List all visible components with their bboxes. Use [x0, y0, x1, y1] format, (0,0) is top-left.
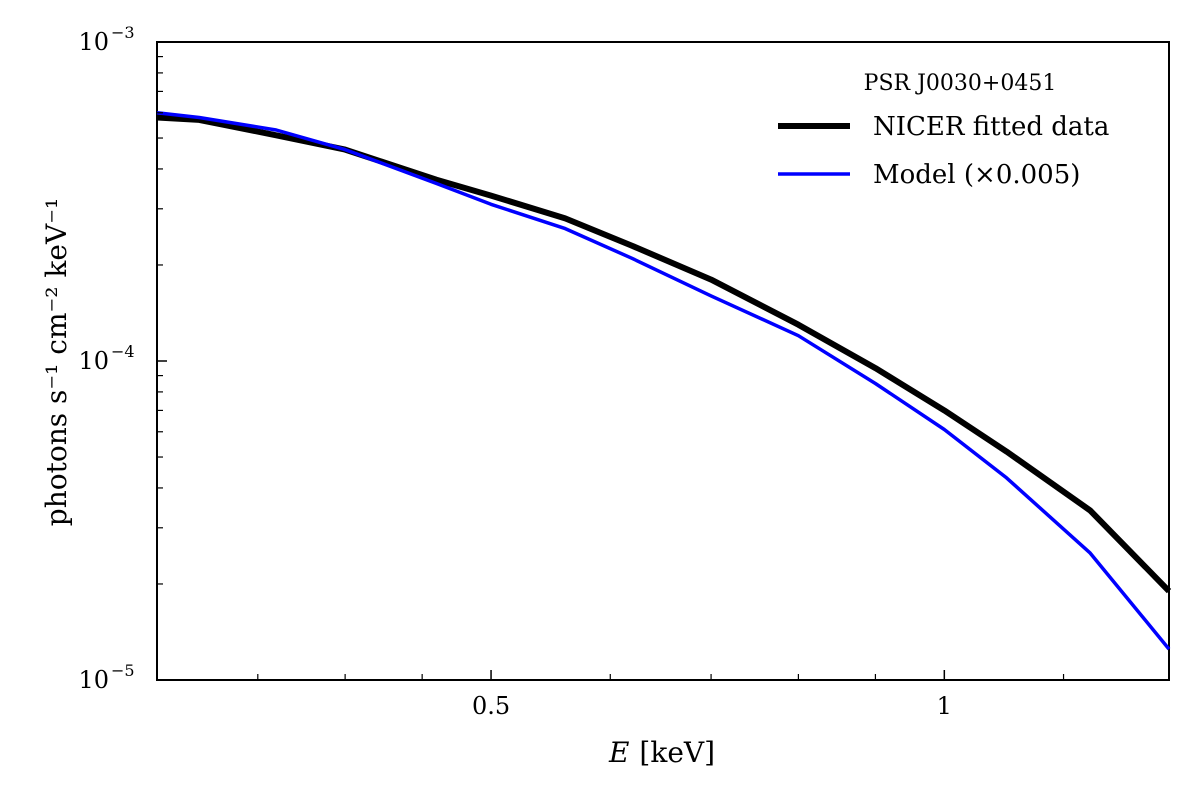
x-axis-label: E [keV]: [608, 736, 715, 769]
series-line-0: [156, 114, 1172, 594]
y-tick-label-2: 10: [78, 28, 109, 56]
y-tick-exponent-1: −4: [111, 342, 135, 361]
y-tick-label-1: 10: [78, 347, 109, 375]
legend-title: PSR J0030+0451: [864, 71, 1057, 96]
y-tick-exponent-2: −3: [111, 23, 135, 42]
legend: PSR J0030+0451 NICER fitted data Model (…: [778, 71, 1109, 190]
x-axis-unit: [keV]: [639, 736, 715, 769]
plot-area: 0.5 110−510−410−3: [78, 23, 1172, 720]
series-line-1: [156, 111, 1171, 651]
ticks-layer: 0.5 110−510−410−3: [78, 23, 1065, 720]
x-tick-label-0: 0.5: [472, 692, 510, 720]
legend-label-model: Model (×0.005): [873, 160, 1080, 190]
legend-label-nicer: NICER fitted data: [873, 112, 1109, 142]
y-tick-label-0: 10: [78, 666, 109, 694]
x-axis-variable: E: [608, 736, 629, 769]
y-tick-exponent-0: −5: [111, 661, 135, 680]
series-layer: [156, 111, 1172, 651]
y-axis-label: photons s⁻¹ cm⁻² keV⁻¹: [40, 198, 73, 526]
x-tick-label-1: 1: [937, 692, 952, 720]
